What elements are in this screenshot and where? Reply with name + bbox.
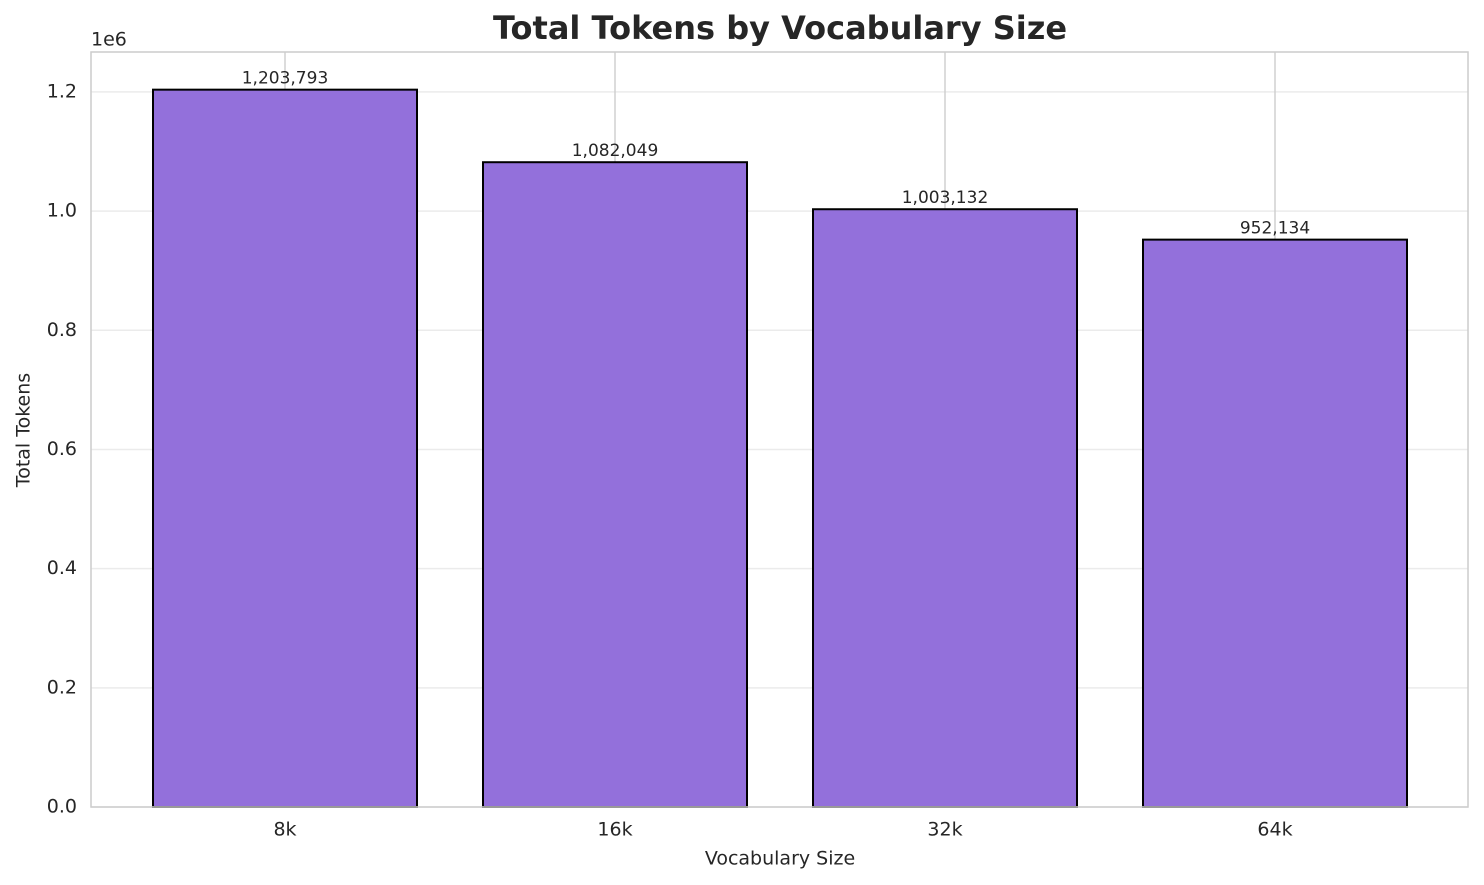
value-label: 1,003,132 [902, 188, 989, 208]
value-label: 952,134 [1240, 219, 1310, 239]
y-tick-label: 0.0 [47, 796, 77, 818]
x-tick-label: 16k [597, 819, 632, 841]
x-tick-label: 64k [1257, 819, 1292, 841]
value-label: 1,203,793 [242, 69, 329, 89]
bar [152, 88, 418, 808]
y-offset-label: 1e6 [91, 29, 127, 51]
bar [812, 208, 1078, 808]
y-tick-label: 1.2 [47, 80, 77, 102]
y-tick-label: 0.4 [47, 557, 77, 579]
bar [482, 161, 748, 808]
y-tick-label: 0.2 [47, 676, 77, 698]
y-tick-label: 0.6 [47, 438, 77, 460]
chart-title: Total Tokens by Vocabulary Size [493, 9, 1067, 47]
y-axis-label: Total Tokens [13, 373, 35, 488]
y-tick-label: 0.8 [47, 319, 77, 341]
x-tick-label: 8k [273, 819, 296, 841]
x-axis-label: Vocabulary Size [705, 848, 855, 870]
y-tick-label: 1.0 [47, 200, 77, 222]
x-tick-label: 32k [927, 819, 962, 841]
value-label: 1,082,049 [572, 141, 659, 161]
plot-frame [90, 51, 1469, 808]
bar [1142, 238, 1408, 809]
